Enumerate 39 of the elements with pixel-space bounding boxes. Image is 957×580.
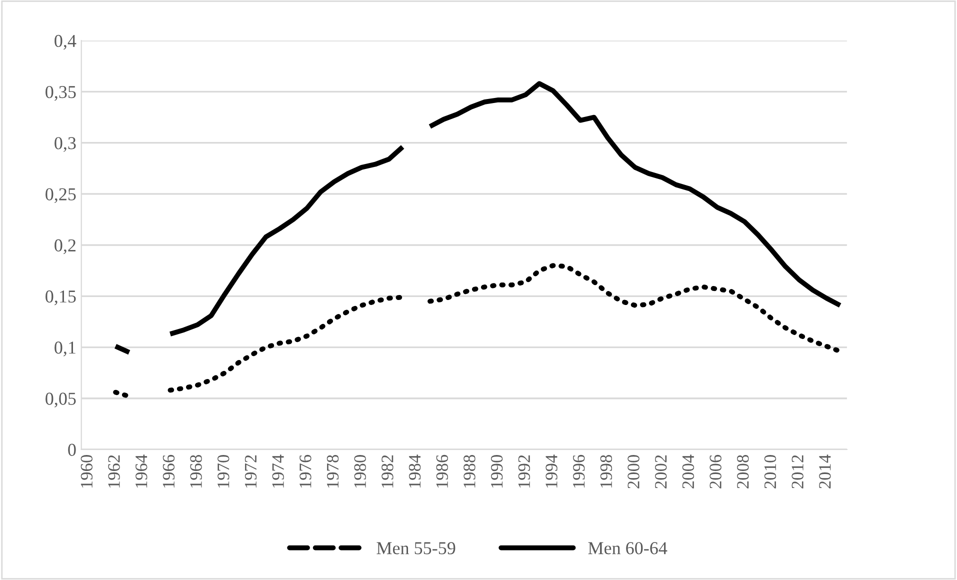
- y-tick-label: 0,35: [46, 86, 76, 101]
- x-tick-label: 1972: [244, 455, 257, 488]
- y-tick-label: 0,4: [54, 34, 76, 50]
- x-tick-label: 2006: [710, 454, 722, 488]
- x-tick-label: 2000: [628, 455, 640, 488]
- y-tick-label: 0,15: [46, 290, 76, 306]
- x-tick-label: 2004: [682, 454, 694, 488]
- y-tick-label: 0,1: [54, 342, 76, 356]
- x-tick-label: 1982: [382, 455, 394, 488]
- x-tick-label: 2014: [819, 454, 831, 488]
- x-tick-label: 1984: [408, 454, 421, 488]
- x-tick-label: 2010: [764, 455, 776, 488]
- y-tick-label: 0,3: [54, 137, 76, 152]
- x-tick-label: 1996: [573, 454, 585, 488]
- x-tick-label: 1962: [108, 455, 120, 488]
- x-tick-label: 2008: [737, 455, 749, 488]
- x-tick-label: 1986: [436, 454, 448, 488]
- x-tick-label: 2002: [655, 455, 667, 488]
- x-tick-label: 1966: [162, 454, 175, 488]
- x-tick-label: 1998: [600, 455, 612, 488]
- x-tick-label: 1978: [326, 455, 339, 488]
- x-tick-label: 1960: [80, 455, 93, 488]
- legend-label: Men 60-64: [588, 542, 668, 554]
- y-tick-label: 0,05: [46, 392, 76, 408]
- legend-label: Men 55-59: [376, 542, 456, 554]
- x-tick-label: 1990: [490, 455, 503, 488]
- x-tick-label: 1970: [218, 455, 230, 488]
- x-tick-label: 1980: [354, 455, 366, 488]
- x-tick-label: 1974: [272, 454, 284, 488]
- y-tick-label: 0: [68, 444, 76, 456]
- y-tick-label: 0,2: [54, 239, 76, 254]
- x-tick-label: 1968: [190, 455, 202, 488]
- x-tick-label: 1964: [136, 454, 148, 488]
- x-tick-label: 1988: [464, 455, 476, 488]
- y-tick-label: 0,25: [46, 188, 76, 203]
- x-tick-label: 1976: [300, 454, 312, 488]
- x-tick-label: 2012: [792, 455, 804, 488]
- x-tick-label: 1994: [546, 454, 558, 488]
- x-tick-label: 1992: [518, 455, 530, 488]
